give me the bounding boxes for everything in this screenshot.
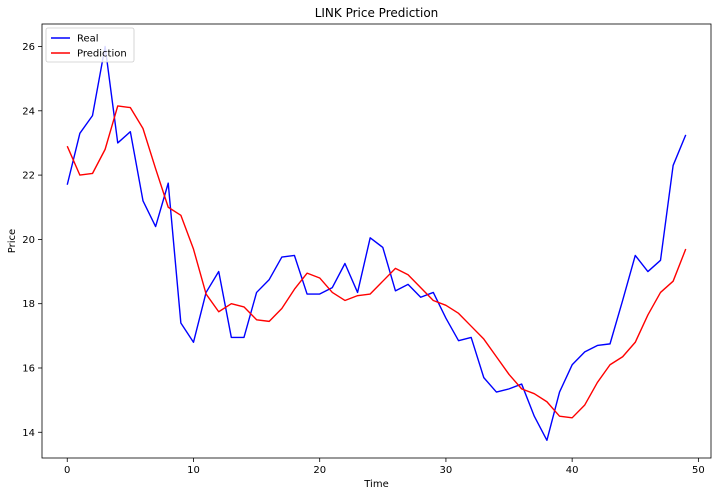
y-tick-label: 14 <box>22 428 35 439</box>
y-axis: 14 16 18 20 22 24 26 <box>22 42 42 439</box>
y-axis-label: Price <box>7 229 18 253</box>
series-line-prediction <box>66 105 687 419</box>
y-tick-label: 26 <box>22 42 35 53</box>
x-tick-label: 50 <box>692 465 705 476</box>
y-tick-label: 24 <box>22 106 35 117</box>
x-tick-label: 20 <box>313 465 326 476</box>
x-tick-label: 10 <box>187 465 200 476</box>
chart-title: LINK Price Prediction <box>315 6 439 20</box>
plot-border <box>41 23 712 459</box>
series-layer <box>66 45 687 442</box>
x-tick-label: 30 <box>440 465 453 476</box>
x-tick-label: 0 <box>64 465 70 476</box>
y-tick-label: 22 <box>22 171 35 182</box>
series-line-real <box>66 45 687 442</box>
x-axis: 0 10 20 30 40 50 <box>64 458 705 476</box>
y-tick-label: 20 <box>22 235 35 246</box>
y-tick-label: 16 <box>22 363 35 374</box>
legend: Real Prediction <box>45 27 135 63</box>
y-tick-label: 18 <box>22 299 35 310</box>
x-tick-label: 40 <box>566 465 579 476</box>
legend-label: Real <box>77 34 99 45</box>
x-axis-label: Time <box>363 479 388 490</box>
plot-area <box>41 23 712 459</box>
legend-label: Prediction <box>77 49 127 60</box>
